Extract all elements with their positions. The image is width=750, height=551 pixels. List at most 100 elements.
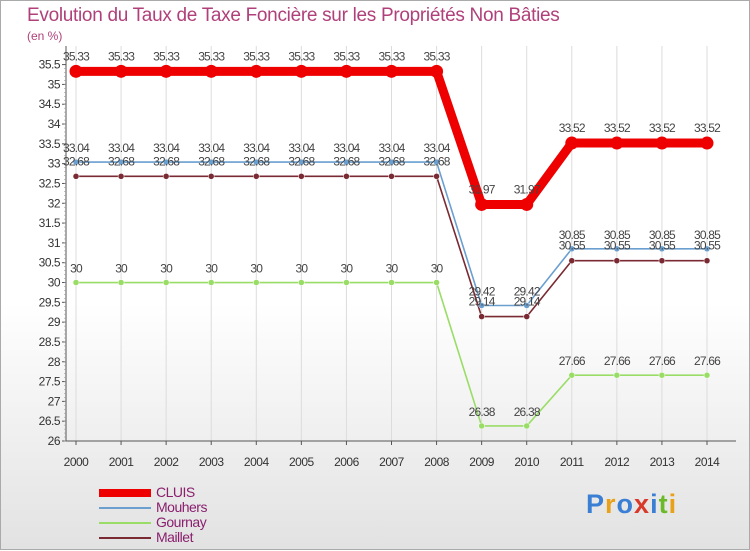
point-gournay-2003 [207, 279, 215, 286]
data-label-cluis-2004: 35.33 [243, 49, 270, 63]
data-label-cluis-2014: 33.52 [694, 121, 721, 135]
point-cluis-2013 [655, 136, 669, 150]
point-mouhers-2003 [207, 158, 215, 166]
data-label-gournay-2005: 30 [295, 262, 308, 276]
legend-label-gournay: Gournay [156, 514, 207, 530]
data-label-mouhers-2005: 33.04 [288, 141, 315, 155]
point-mouhers-2009 [478, 302, 485, 309]
point-cluis-2009 [475, 197, 489, 211]
point-maillet-2013 [658, 257, 666, 264]
y-tick-label-27.5: 27.5 [39, 375, 61, 389]
point-cluis-2002 [159, 64, 173, 78]
x-tick-label-2012: 2012 [605, 455, 631, 469]
chart-title: Evolution du Taux de Taxe Foncière sur l… [27, 5, 560, 26]
point-mouhers-2005 [298, 158, 305, 166]
logo-letter: r [605, 489, 617, 519]
point-gournay-2002 [162, 279, 170, 286]
data-label-mouhers-2010: 29.42 [514, 284, 541, 298]
point-mouhers-2006 [343, 158, 350, 166]
point-cluis-2011 [565, 136, 579, 150]
data-label-cluis-2013: 33.52 [649, 121, 676, 135]
unit-label: (en %) [27, 29, 63, 43]
data-label-maillet-2005: 32.68 [288, 154, 315, 168]
point-cluis-2007 [385, 64, 398, 78]
point-mouhers-2012 [613, 245, 621, 253]
data-label-cluis-2000: 35.33 [63, 49, 90, 63]
y-tick-label-28.5: 28.5 [39, 335, 61, 349]
data-label-cluis-2006: 35.33 [333, 49, 360, 63]
point-gournay-2005 [298, 279, 305, 286]
point-maillet-2005 [298, 173, 305, 180]
data-label-mouhers-2006: 33.04 [333, 141, 360, 155]
point-gournay-2007 [388, 279, 395, 286]
data-label-maillet-2001: 32.68 [108, 154, 135, 168]
data-label-gournay-2010: 26.38 [514, 405, 541, 419]
data-label-mouhers-2007: 33.04 [378, 141, 405, 155]
y-tick-label-31: 31 [48, 236, 61, 250]
logo-letter: i [650, 489, 659, 519]
data-label-gournay-2002: 30 [160, 262, 173, 276]
point-maillet-2009 [478, 313, 485, 320]
data-label-cluis-2012: 33.52 [604, 121, 631, 135]
x-tick-label-2011: 2011 [560, 455, 585, 469]
point-gournay-2013 [658, 371, 666, 379]
point-gournay-2008 [433, 279, 440, 286]
data-label-cluis-2007: 35.33 [378, 49, 405, 63]
y-tick-label-28: 28 [48, 355, 61, 369]
data-label-maillet-2007: 32.68 [378, 154, 405, 168]
point-cluis-2000 [69, 64, 83, 78]
point-gournay-2009 [478, 422, 485, 430]
data-label-mouhers-2003: 33.04 [198, 141, 225, 155]
point-mouhers-2014 [703, 245, 711, 253]
data-label-mouhers-2011: 30.85 [559, 228, 586, 242]
data-label-maillet-2003: 32.68 [198, 154, 225, 168]
point-cluis-2014 [700, 136, 714, 150]
point-mouhers-2011 [568, 245, 576, 253]
point-gournay-2001 [117, 279, 125, 286]
legend-swatch-maillet [99, 537, 151, 539]
y-tick-label-35.5: 35.5 [39, 58, 61, 72]
point-gournay-2006 [343, 279, 350, 286]
point-cluis-2003 [204, 64, 218, 78]
point-maillet-2004 [253, 173, 260, 180]
data-label-gournay-2014: 27.66 [694, 354, 721, 368]
y-tick-label-27: 27 [48, 394, 61, 408]
data-label-cluis-2009: 31.97 [469, 182, 496, 196]
point-mouhers-2007 [388, 158, 395, 166]
y-tick-label-30: 30 [48, 276, 61, 290]
x-tick-label-2014: 2014 [695, 455, 721, 469]
x-tick-label-2010: 2010 [514, 455, 540, 469]
data-label-cluis-2008: 35.33 [424, 49, 451, 63]
legend-swatch-gournay [99, 522, 151, 524]
point-maillet-2007 [388, 173, 395, 180]
data-label-gournay-2011: 27.66 [559, 354, 586, 368]
y-tick-label-26: 26 [48, 434, 61, 448]
proxiti-logo: ProxitiProxiti [586, 489, 677, 520]
point-cluis-2004 [249, 64, 263, 78]
data-label-cluis-2010: 31.97 [514, 182, 541, 196]
point-mouhers-2010 [523, 302, 530, 309]
logo-letter: x [634, 489, 651, 519]
point-mouhers-2000 [72, 158, 80, 166]
point-maillet-2003 [207, 173, 215, 180]
point-cluis-2008 [430, 64, 444, 78]
data-label-maillet-2013: 30.55 [649, 239, 676, 253]
x-tick-label-2009: 2009 [469, 455, 495, 469]
data-label-gournay-2000: 30 [70, 262, 83, 276]
point-cluis-2010 [520, 197, 534, 211]
data-label-gournay-2007: 30 [386, 262, 399, 276]
x-tick-label-2002: 2002 [154, 455, 180, 469]
y-tick-label-32: 32 [48, 196, 61, 210]
x-tick-label-2013: 2013 [650, 455, 676, 469]
data-label-maillet-2012: 30.55 [604, 239, 631, 253]
data-label-maillet-2008: 32.68 [424, 154, 451, 168]
logo-letter: o [616, 489, 635, 519]
x-tick-label-2005: 2005 [289, 455, 315, 469]
y-tick-label-32.5: 32.5 [39, 176, 61, 190]
y-tick-label-33.5: 33.5 [39, 137, 61, 151]
point-mouhers-2008 [433, 158, 440, 166]
point-gournay-2010 [523, 422, 530, 430]
data-label-maillet-2014: 30.55 [694, 239, 721, 253]
point-maillet-2001 [117, 173, 125, 180]
point-maillet-2011 [568, 257, 576, 264]
